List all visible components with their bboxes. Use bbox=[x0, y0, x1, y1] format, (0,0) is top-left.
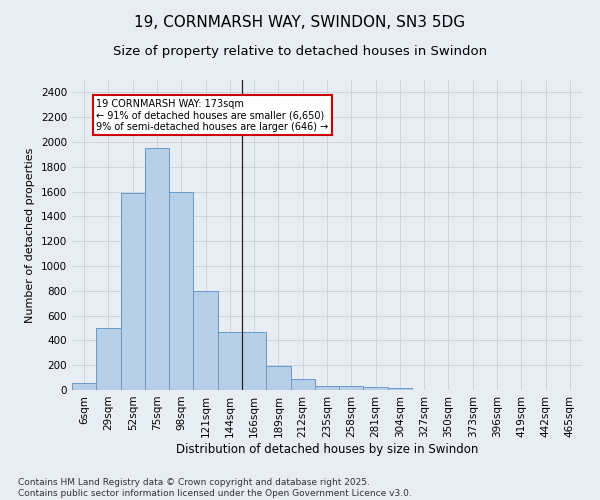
X-axis label: Distribution of detached houses by size in Swindon: Distribution of detached houses by size … bbox=[176, 442, 478, 456]
Bar bbox=[364, 387, 388, 390]
Bar bbox=[193, 291, 218, 390]
Bar bbox=[218, 332, 242, 390]
Y-axis label: Number of detached properties: Number of detached properties bbox=[25, 148, 35, 322]
Bar bbox=[145, 148, 169, 390]
Text: Size of property relative to detached houses in Swindon: Size of property relative to detached ho… bbox=[113, 45, 487, 58]
Bar bbox=[72, 383, 96, 390]
Bar bbox=[266, 366, 290, 390]
Bar bbox=[169, 192, 193, 390]
Bar bbox=[339, 386, 364, 390]
Bar bbox=[242, 332, 266, 390]
Bar bbox=[121, 193, 145, 390]
Text: 19, CORNMARSH WAY, SWINDON, SN3 5DG: 19, CORNMARSH WAY, SWINDON, SN3 5DG bbox=[134, 15, 466, 30]
Text: Contains HM Land Registry data © Crown copyright and database right 2025.
Contai: Contains HM Land Registry data © Crown c… bbox=[18, 478, 412, 498]
Bar bbox=[290, 379, 315, 390]
Text: 19 CORNMARSH WAY: 173sqm
← 91% of detached houses are smaller (6,650)
9% of semi: 19 CORNMARSH WAY: 173sqm ← 91% of detach… bbox=[96, 98, 329, 132]
Bar bbox=[96, 328, 121, 390]
Bar bbox=[315, 386, 339, 390]
Bar bbox=[388, 388, 412, 390]
